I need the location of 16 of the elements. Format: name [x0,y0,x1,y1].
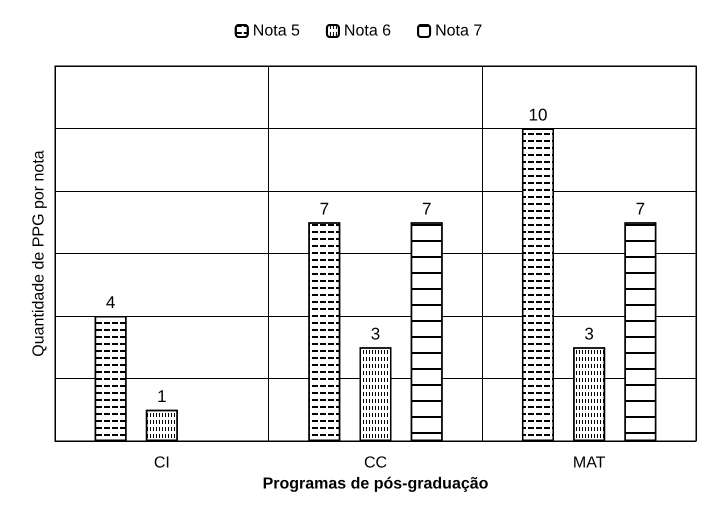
data-label: 10 [528,106,548,124]
data-label: 7 [320,199,330,218]
y-axis-title: Quantidade de PPG por nota [30,150,48,357]
legend-label: Nota 6 [344,22,392,40]
data-label: 4 [106,293,116,312]
data-label: 7 [636,199,646,218]
x-tick-label: MAT [572,454,606,472]
data-label: 1 [157,386,167,406]
x-tick-label: CC [364,454,388,472]
x-tick-label: CI [154,454,170,472]
data-label: 3 [370,324,380,344]
data-label: 7 [422,199,432,218]
legend-label: Nota 7 [435,22,482,40]
data-label: 3 [584,324,594,344]
x-axis-title: Programas de pós-graduação [262,475,489,492]
legend-label: Nota 5 [252,22,300,40]
